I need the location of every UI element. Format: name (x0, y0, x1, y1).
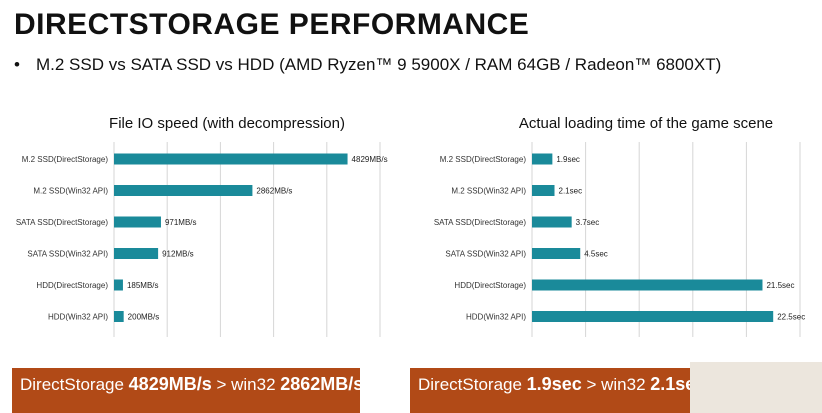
bullet: • (14, 55, 20, 74)
chart-1-bar (114, 248, 159, 259)
banner-left-value2: 2862MB/s (280, 374, 364, 394)
corner-background (690, 362, 822, 413)
chart-1-title: File IO speed (with decompression) (109, 115, 345, 132)
chart-2-data-label: 2.1sec (559, 187, 583, 196)
banner-left-value1: 4829MB/s (128, 374, 212, 394)
chart-1-data-label: 2862MB/s (256, 187, 292, 196)
chart-2-bar (532, 153, 553, 165)
banner-right-prefix: DirectStorage (418, 375, 527, 394)
chart-2-bar (532, 248, 581, 259)
chart-1-category-label: HDD(Win32 API) (48, 313, 108, 322)
chart-1-category-label: M.2 SSD(DirectStorage) (22, 155, 109, 164)
chart-2-category-label: SATA SSD(DirectStorage) (434, 218, 527, 227)
page-subtitle: • M.2 SSD vs SATA SSD vs HDD (AMD Ryzen™ … (14, 55, 721, 75)
banner-left-prefix: DirectStorage (20, 375, 129, 394)
chart-1-bar (114, 279, 123, 291)
summary-banner-right: DirectStorage 1.9sec > win32 2.1sec (410, 368, 705, 413)
chart-1-category-label: HDD(DirectStorage) (36, 281, 108, 290)
summary-banner-left: DirectStorage 4829MB/s > win32 2862MB/s (12, 368, 364, 413)
banner-left-middle: > win32 (211, 375, 281, 394)
chart-2-bar (532, 279, 763, 291)
chart-1-data-label: 971MB/s (165, 218, 197, 227)
chart-2-category-label: HDD(DirectStorage) (454, 281, 526, 290)
chart-1-category-label: SATA SSD(DirectStorage) (16, 218, 109, 227)
chart-1-data-label: 200MB/s (128, 313, 160, 322)
chart-2-bar (532, 216, 572, 228)
chart-2-category-label: SATA SSD(Win32 API) (445, 250, 526, 259)
chart-2-category-label: M.2 SSD(Win32 API) (451, 187, 526, 196)
chart-2-data-label: 1.9sec (556, 155, 580, 164)
chart-1-category-label: SATA SSD(Win32 API) (27, 250, 108, 259)
subtitle-text: M.2 SSD vs SATA SSD vs HDD (AMD Ryzen™ 9… (36, 55, 722, 74)
chart-1-bar (114, 311, 124, 322)
chart-1-category-label: M.2 SSD(Win32 API) (33, 187, 108, 196)
banner-right-value1: 1.9sec (526, 374, 582, 394)
chart-2-bar (532, 311, 774, 322)
chart-1-data-label: 185MB/s (127, 281, 159, 290)
chart-1-bar (114, 153, 348, 165)
chart-2-category-label: M.2 SSD(DirectStorage) (440, 155, 527, 164)
page-title: DIRECTSTORAGE PERFORMANCE (14, 8, 530, 41)
chart-2-title: Actual loading time of the game scene (519, 115, 773, 132)
banner-right-middle: > win32 (581, 375, 651, 394)
chart-2-bar (532, 185, 555, 196)
chart-2-data-label: 22.5sec (777, 313, 805, 322)
charts-canvas: File IO speed (with decompression) M.2 SS… (16, 115, 805, 337)
chart-1-data-label: 912MB/s (162, 250, 194, 259)
chart-1-bar (114, 216, 161, 228)
chart-1-bar (114, 185, 253, 196)
chart-1-data-label: 4829MB/s (352, 155, 388, 164)
chart-2-data-label: 3.7sec (576, 218, 600, 227)
chart-2-data-label: 4.5sec (584, 250, 608, 259)
chart-2-data-label: 21.5sec (766, 281, 794, 290)
chart-2-category-label: HDD(Win32 API) (466, 313, 526, 322)
